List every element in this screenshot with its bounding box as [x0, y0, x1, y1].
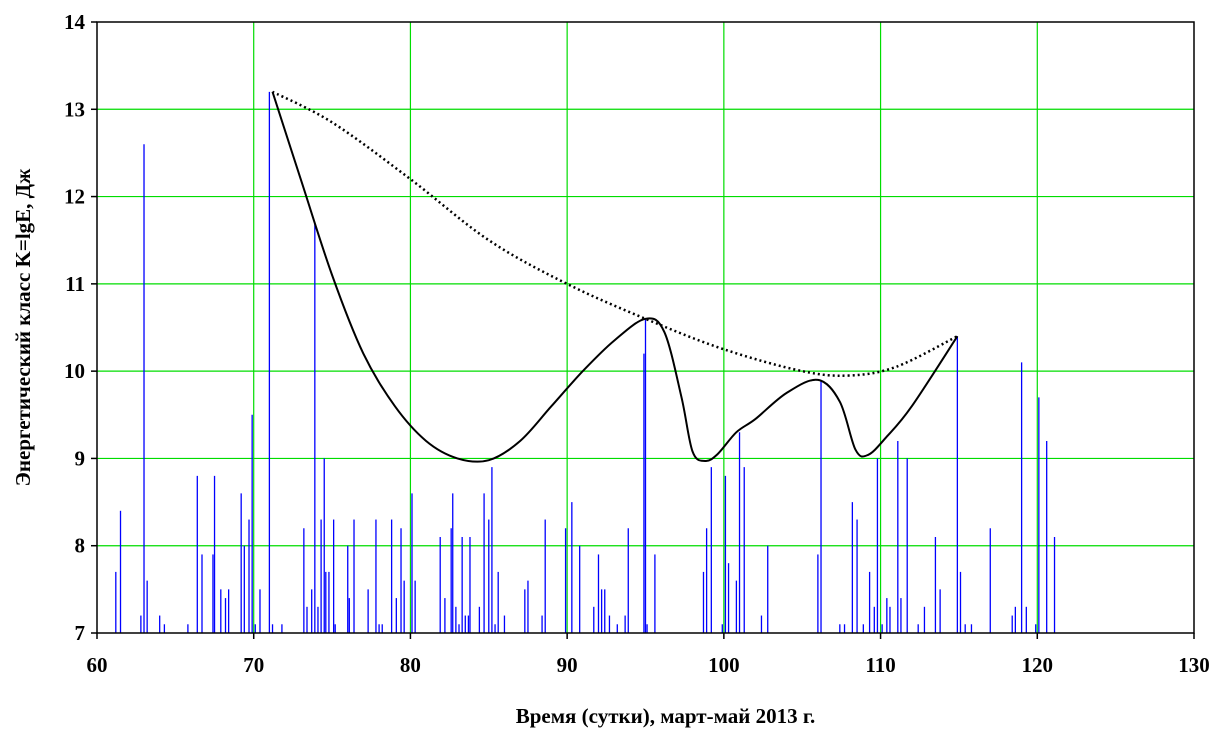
y-tick-label: 10 [64, 359, 85, 383]
x-tick-label: 120 [1022, 653, 1054, 677]
x-tick-label: 80 [400, 653, 421, 677]
envelope-curve [271, 90, 958, 377]
y-tick-label: 8 [75, 534, 86, 558]
x-tick-label: 100 [708, 653, 740, 677]
x-tick-label: 130 [1178, 653, 1210, 677]
y-tick-label: 7 [75, 621, 86, 645]
x-axis-title: Время (сутки), март-май 2013 г. [516, 704, 816, 728]
x-tick-labels: 60 70 80 90 100 110 120 130 [87, 653, 1210, 677]
event-impulses [115, 91, 1056, 633]
x-tick-label: 60 [87, 653, 108, 677]
curves [271, 90, 959, 463]
y-tick-label: 11 [65, 272, 85, 296]
x-tick-label: 110 [865, 653, 895, 677]
y-axis-title: Энергетический класс K=lgE, Дж [11, 168, 35, 486]
x-tick-label: 90 [557, 653, 578, 677]
y-tick-label: 13 [64, 97, 85, 121]
y-tick-label: 14 [64, 10, 86, 34]
axis-ticks [91, 21, 1195, 639]
y-tick-label: 12 [64, 185, 85, 209]
smooth-curve [271, 91, 959, 463]
plot-frame [96, 21, 1195, 634]
x-tick-label: 70 [243, 653, 264, 677]
y-tick-labels: 7 8 9 10 11 12 13 14 [64, 10, 86, 645]
y-tick-label: 9 [75, 446, 86, 470]
